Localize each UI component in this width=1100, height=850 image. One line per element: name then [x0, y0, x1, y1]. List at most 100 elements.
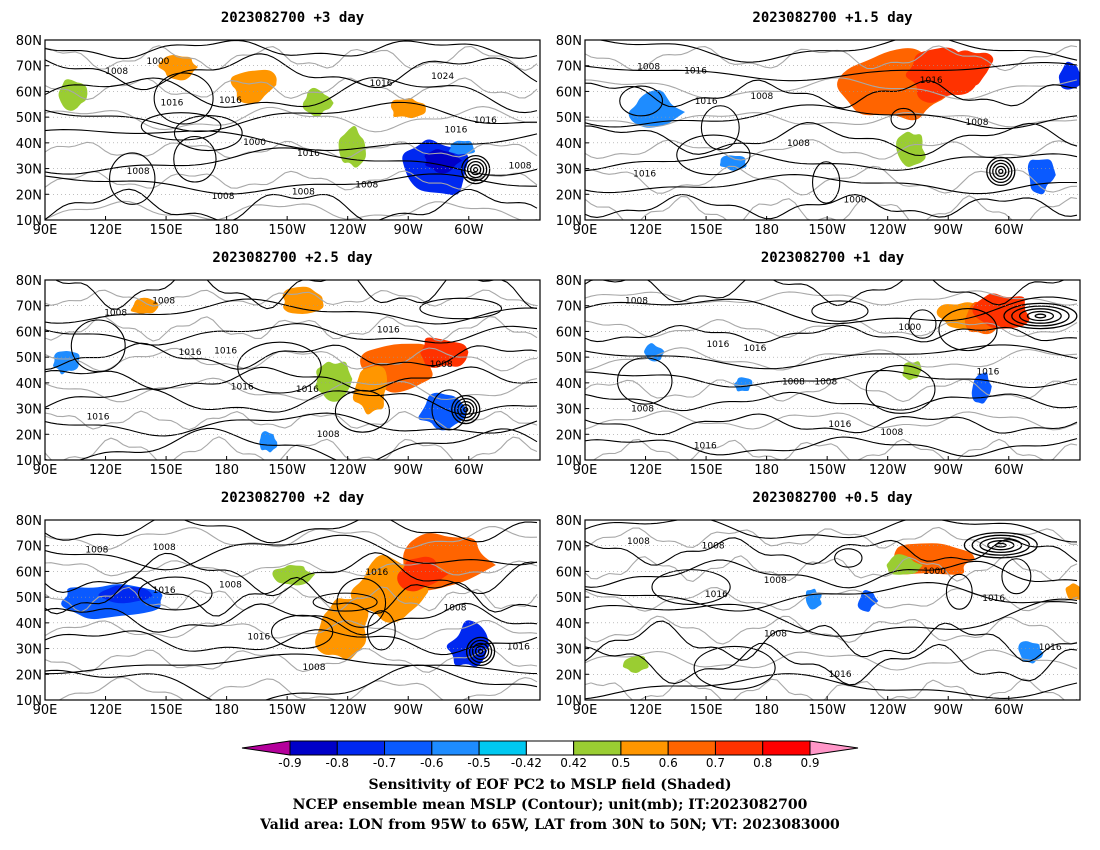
low-pressure-rings [460, 403, 472, 416]
low-pressure-rings [463, 406, 469, 413]
coastline [585, 290, 1078, 306]
y-tick-label: 40N [16, 617, 42, 632]
contour-label: 1008 [430, 360, 453, 370]
y-tick-label: 30N [556, 643, 582, 658]
x-tick-label: 180 [214, 703, 239, 718]
x-tick-label: 180 [754, 223, 779, 238]
sensitivity-blob [896, 131, 926, 167]
sensitivity-blob [1027, 159, 1056, 195]
contour-label: 1016 [297, 149, 320, 159]
x-tick-label: 120W [869, 703, 907, 718]
y-tick-label: 80N [556, 514, 582, 529]
y-tick-label: 20N [16, 188, 42, 203]
panel-plot-area: 1008 1016 1016 1008 1016 1008 1016 1008 1008 [45, 520, 540, 700]
colorbar-swatch [478, 740, 527, 756]
mslp-closed-contour [811, 161, 841, 204]
contour-label: 1008 [219, 581, 242, 591]
sensitivity-blob [58, 79, 88, 111]
mslp-closed-contour [865, 364, 936, 414]
x-tick-label: 60W [454, 463, 484, 478]
x-tick-label: 180 [754, 463, 779, 478]
mslp-contour [585, 620, 1078, 663]
colorbar-label: 0.5 [611, 756, 630, 770]
contour-label: 1008 [292, 188, 315, 198]
colorbar-swatch [431, 740, 480, 756]
low-pressure-rings [987, 540, 1015, 551]
y-tick-label: 70N [16, 300, 42, 315]
contour-label: 1008 [764, 576, 787, 586]
mslp-contour [585, 324, 1078, 344]
mslp-contour [585, 296, 1078, 325]
panel-1: 1008 1016 1000 1008 1016 1016 1008 1000 1016 1016… [16, 10, 541, 238]
x-tick-label: 120W [869, 223, 907, 238]
y-tick-label: 40N [16, 377, 42, 392]
mslp-closed-contour [312, 592, 378, 612]
mslp-closed-contour [945, 573, 973, 610]
low-pressure-rings [472, 166, 479, 173]
coastline [45, 45, 538, 71]
mslp-closed-contour [619, 85, 664, 117]
mslp-contour [585, 391, 1078, 412]
y-tick-label: 10N [556, 694, 582, 709]
coastline [585, 112, 1078, 128]
mslp-closed-contour [336, 577, 387, 628]
colorbar-label: -0.7 [373, 756, 396, 770]
y-tick-label: 60N [16, 85, 42, 100]
x-tick-label: 120W [869, 463, 907, 478]
x-tick-label: 150E [690, 223, 723, 238]
mslp-contour [585, 369, 1078, 389]
colorbar-swatch [525, 740, 575, 756]
mslp-contour [585, 436, 1078, 457]
contour-label: 1008 [702, 542, 725, 552]
x-tick-label: 150E [150, 703, 183, 718]
sensitivity-blob [628, 89, 685, 128]
y-tick-label: 50N [556, 111, 582, 126]
sensitivity-blob [446, 620, 490, 667]
contour-label: 1008 [764, 629, 787, 639]
coastline [45, 620, 538, 641]
colorbar-swatch [714, 740, 764, 756]
mslp-contour [45, 173, 537, 195]
contour-label: 1016 [179, 348, 202, 358]
low-pressure-rings [992, 162, 1010, 181]
mslp-contour [45, 653, 538, 675]
low-pressure-rings [998, 168, 1004, 175]
x-tick-label: 60W [994, 463, 1024, 478]
x-tick-label: 120E [629, 703, 662, 718]
coastline [585, 554, 1078, 582]
colorbar-swatch [384, 740, 433, 756]
y-tick-label: 50N [16, 111, 42, 126]
y-tick-label: 20N [556, 428, 582, 443]
y-tick-label: 70N [556, 300, 582, 315]
contour-label: 1008 [444, 604, 467, 614]
contour-label: 1008 [355, 181, 378, 191]
mslp-contour [55, 280, 538, 310]
mslp-closed-contour [173, 115, 243, 152]
mslp-closed-contour [431, 389, 467, 431]
y-tick-label: 30N [556, 403, 582, 418]
mslp-contour [45, 576, 538, 617]
contour-label: 1008 [637, 62, 660, 72]
mslp-contour [585, 79, 1078, 109]
contour-label: 1016 [920, 76, 943, 86]
y-tick-label: 50N [16, 351, 42, 366]
low-pressure-rings [995, 165, 1007, 178]
low-pressure-rings [963, 531, 1038, 559]
mslp-contour [45, 534, 538, 571]
colorbar-label: 0.6 [659, 756, 678, 770]
mslp-contour [585, 62, 1078, 82]
mslp-closed-contour [834, 548, 863, 568]
x-tick-label: 150W [268, 703, 306, 718]
y-tick-label: 10N [556, 214, 582, 229]
mslp-closed-contour [419, 297, 503, 320]
panel-plot-area: 1008 1016 1008 1016 1000 1016 1008 1016 1016 1008… [585, 280, 1080, 460]
x-tick-label: 120E [629, 463, 662, 478]
low-pressure-rings [460, 154, 491, 185]
mslp-contour [45, 188, 538, 220]
coastline [585, 649, 1078, 671]
y-tick-label: 60N [556, 85, 582, 100]
mslp-closed-contour [651, 569, 731, 606]
colorbar-label: 0.8 [753, 756, 772, 770]
contour-label: 1016 [214, 347, 237, 357]
colorbar-swatch [762, 740, 811, 756]
